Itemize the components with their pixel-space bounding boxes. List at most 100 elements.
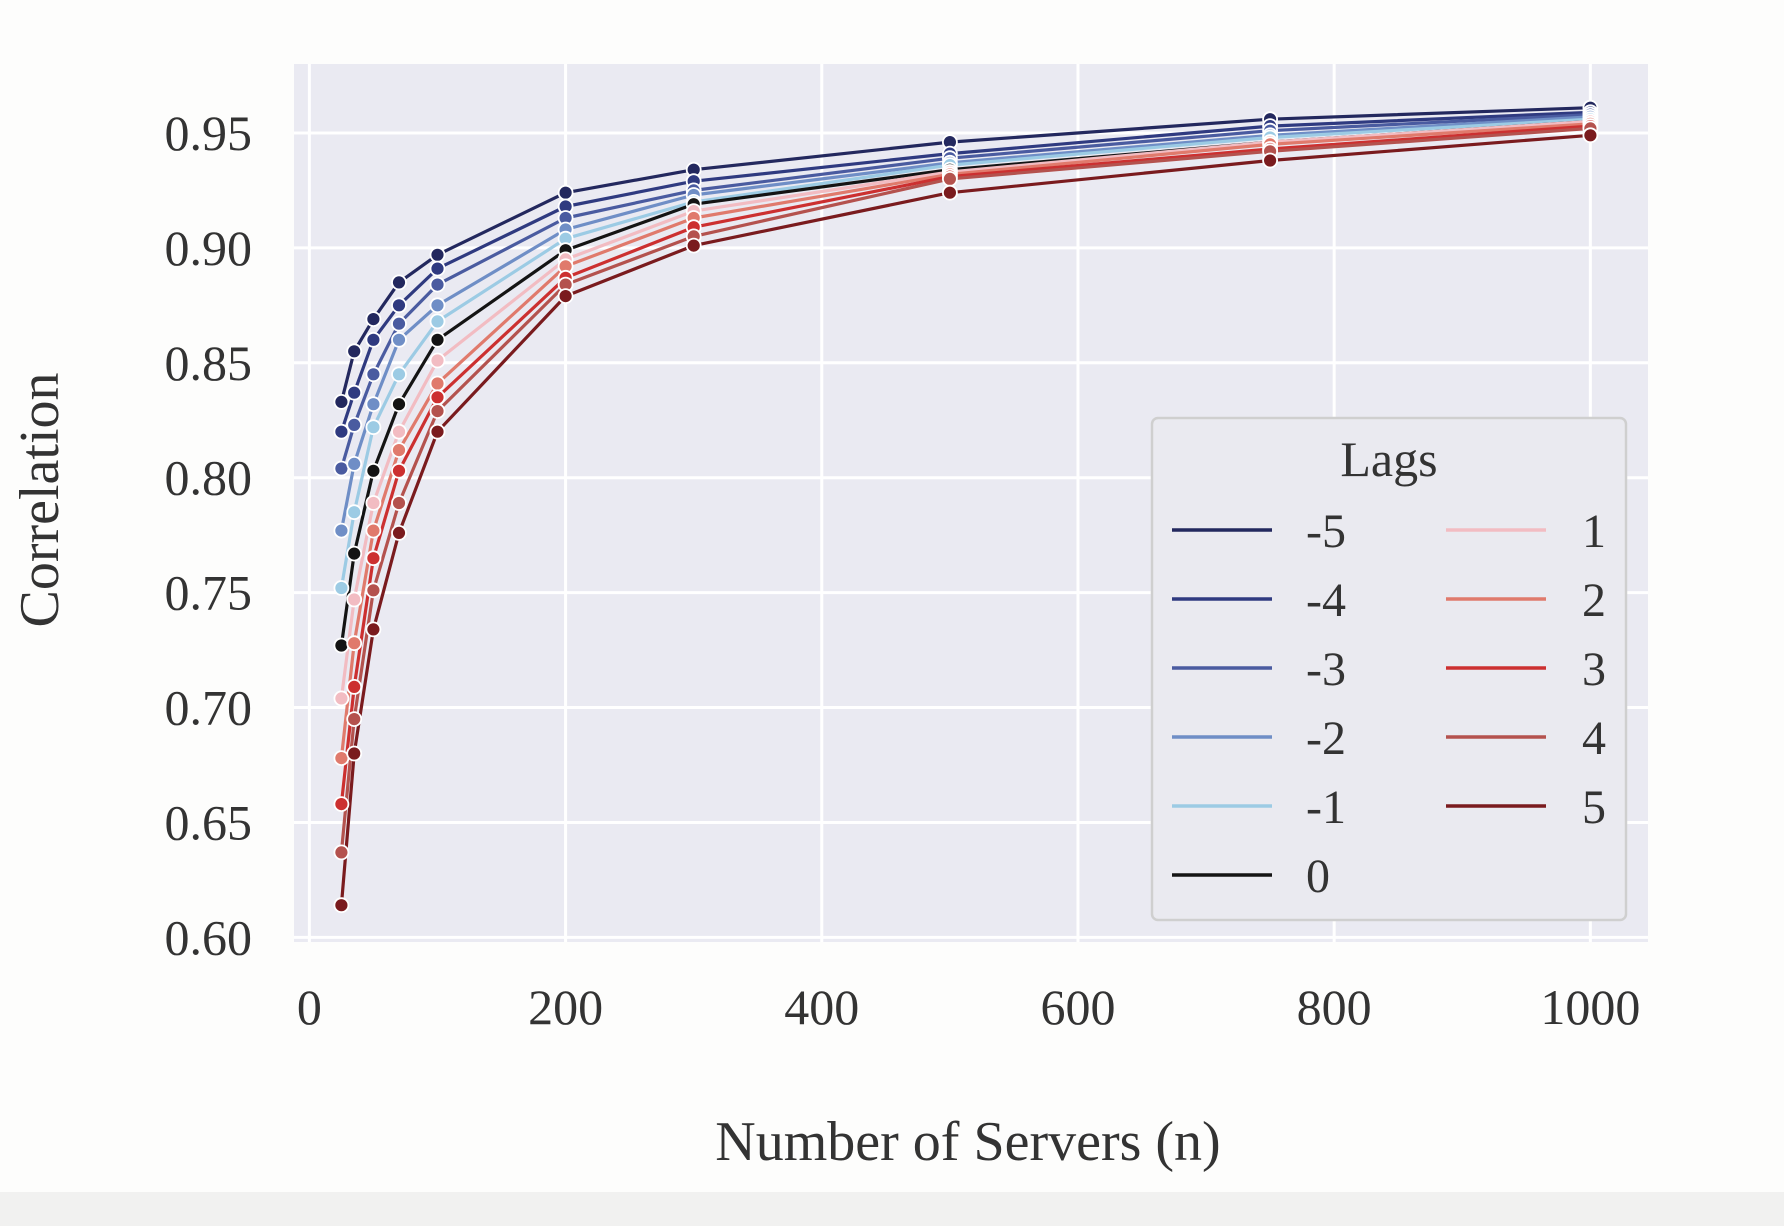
data-point-lag-4 (333, 844, 350, 861)
data-point-lag-3 (333, 796, 350, 812)
data-point-lag-2 (429, 375, 446, 392)
data-point-lag-3 (391, 462, 407, 479)
data-point-lag-0 (346, 545, 363, 562)
series-markers (333, 99, 1599, 914)
data-point-lag-3 (429, 389, 446, 406)
data-point-lag--2 (391, 331, 407, 348)
data-point-lag--5 (346, 343, 363, 360)
legend-label-lag--3: -3 (1306, 643, 1346, 696)
x-tick-label: 0 (297, 979, 322, 1035)
data-point-lag-1 (333, 690, 350, 707)
data-point-lag--1 (365, 419, 382, 436)
data-point-lag-0 (391, 396, 407, 413)
data-point-lag-4 (391, 495, 407, 511)
data-point-lag-1 (346, 591, 363, 608)
legend-label-lag--2: -2 (1306, 712, 1346, 765)
data-point-lag--2 (365, 396, 382, 413)
data-point-lag-5 (391, 525, 407, 541)
data-point-lag--3 (391, 315, 407, 332)
y-axis-ticks: 0.60 0.65 0.70 0.75 0.80 0.85 0.90 0.95 (165, 105, 253, 965)
data-point-lag--4 (391, 297, 407, 314)
data-point-lag-1 (391, 423, 407, 440)
data-point-lag--5 (391, 274, 407, 291)
legend-title: Lags (1340, 431, 1437, 487)
series-line-lag--1 (339, 117, 1591, 589)
window-bottom-edge (0, 1192, 1784, 1226)
data-point-lag-5 (346, 745, 363, 762)
data-point-lag-5 (429, 423, 446, 440)
data-point-lag--1 (429, 313, 446, 330)
legend: Lags -5 -4 -3 -2 -1 0 1 2 3 4 5 (1150, 416, 1628, 922)
data-point-lag-2 (391, 442, 407, 459)
data-point-lag--5 (333, 393, 350, 410)
data-point-lag--1 (391, 366, 407, 383)
x-tick-label: 600 (1040, 979, 1115, 1035)
data-point-lag--5 (557, 184, 574, 201)
data-point-lag--2 (429, 297, 446, 314)
legend-label-lag-4: 4 (1582, 712, 1606, 765)
x-axis-ticks: 0 200 400 600 800 1000 (297, 979, 1640, 1035)
legend-label-lag--4: -4 (1306, 574, 1346, 627)
y-tick-label: 0.65 (165, 794, 253, 850)
data-point-lag--2 (333, 522, 350, 539)
data-point-lag--1 (346, 504, 363, 521)
x-tick-label: 800 (1297, 979, 1372, 1035)
data-point-lag-5 (557, 288, 574, 305)
data-point-lag-0 (333, 637, 350, 654)
data-point-lag--4 (333, 423, 350, 440)
data-point-lag-5 (685, 237, 702, 254)
data-point-lag-4 (346, 711, 363, 727)
data-point-lag--1 (333, 580, 350, 596)
data-point-lag--5 (365, 311, 382, 328)
data-point-lag-5 (333, 897, 350, 914)
data-point-lag--3 (365, 366, 382, 383)
y-tick-label: 0.80 (165, 450, 253, 506)
data-point-lag-4 (429, 403, 446, 420)
data-point-lag-2 (365, 522, 382, 539)
legend-label-lag-5: 5 (1582, 781, 1606, 834)
y-tick-label: 0.90 (165, 220, 253, 276)
data-point-lag-1 (429, 352, 446, 369)
data-point-lag--3 (429, 276, 446, 293)
legend-label-lag-3: 3 (1582, 643, 1606, 696)
x-tick-label: 200 (528, 979, 603, 1035)
legend-label-lag-0: 0 (1306, 850, 1330, 903)
series-line-lag-2 (339, 122, 1591, 759)
x-tick-label: 1000 (1540, 979, 1640, 1035)
data-point-lag-0 (429, 331, 446, 348)
data-point-lag-3 (346, 679, 363, 695)
data-point-lag-0 (365, 462, 382, 479)
data-point-lag--4 (346, 384, 363, 401)
data-point-lag-5 (365, 621, 382, 638)
data-point-lag--4 (365, 331, 382, 348)
data-point-lag--3 (333, 460, 350, 477)
series-lines (339, 106, 1591, 906)
legend-entries: -5 -4 -3 -2 -1 0 1 2 3 4 5 (1172, 505, 1606, 903)
series-line-lag--2 (339, 115, 1591, 531)
legend-label-lag--1: -1 (1306, 781, 1346, 834)
data-point-lag--4 (429, 260, 446, 277)
y-tick-label: 0.85 (165, 335, 253, 391)
data-point-lag-4 (942, 170, 958, 187)
data-point-lag-2 (346, 635, 363, 652)
data-point-lag--3 (346, 416, 363, 433)
legend-label-lag--5: -5 (1306, 505, 1346, 558)
legend-label-lag-1: 1 (1582, 505, 1606, 558)
series-line-lag-4 (339, 126, 1591, 853)
data-point-lag-2 (333, 750, 350, 766)
y-tick-label: 0.75 (165, 565, 253, 621)
data-point-lag-1 (365, 495, 382, 511)
y-tick-label: 0.95 (165, 105, 253, 161)
series-line-lag--4 (339, 110, 1591, 433)
series-line-lag--3 (339, 113, 1591, 469)
legend-box (1150, 416, 1628, 922)
x-tick-label: 400 (784, 979, 859, 1035)
y-axis-label: Correlation (9, 372, 71, 627)
data-point-lag-5 (1262, 152, 1278, 169)
data-point-lag-5 (1582, 127, 1599, 144)
x-axis-label: Number of Servers (n) (715, 1111, 1220, 1173)
data-point-lag-5 (942, 184, 958, 201)
y-tick-label: 0.60 (165, 909, 253, 965)
series-line-lag-1 (339, 119, 1591, 699)
